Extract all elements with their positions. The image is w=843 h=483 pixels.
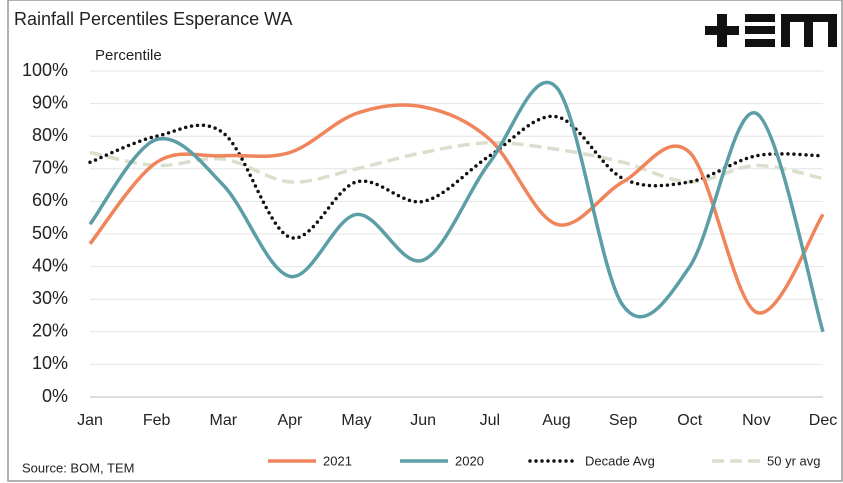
y-tick-label: 50%	[32, 223, 68, 243]
series-line	[88, 80, 825, 333]
y-tick-label: 100%	[22, 60, 68, 80]
y-tick-label: 90%	[32, 92, 68, 112]
legend-label: 2020	[455, 453, 484, 468]
y-tick-label: 70%	[32, 158, 68, 178]
series-line	[89, 140, 824, 184]
x-tick-label: May	[341, 412, 371, 429]
x-tick-label: Jun	[410, 412, 436, 429]
x-tick-label: Apr	[277, 412, 303, 429]
x-tick-label: Oct	[677, 412, 702, 429]
x-tick-label: Mar	[209, 412, 237, 429]
x-tick-label: Nov	[742, 412, 770, 429]
logo	[705, 14, 837, 47]
y-tick-label: 20%	[32, 321, 68, 341]
chart-title: Rainfall Percentiles Esperance WA	[14, 9, 292, 29]
y-tick-label: 60%	[32, 190, 68, 210]
frame	[7, 0, 843, 482]
x-tick-label: Aug	[542, 412, 570, 429]
x-tick-label: Dec	[809, 412, 837, 429]
y-tick-label: 0%	[42, 386, 68, 406]
series-line	[88, 103, 825, 315]
y-tick-label: 80%	[32, 125, 68, 145]
y-tick-label: 30%	[32, 288, 68, 308]
series-line	[88, 114, 825, 240]
y-tick-label: 10%	[32, 353, 68, 373]
x-tick-label: Jul	[480, 412, 500, 429]
x-tick-label: Jan	[77, 412, 103, 429]
y-tick-label: 40%	[32, 255, 68, 275]
legend-label: Decade Avg	[585, 453, 655, 468]
legend-label: 2021	[323, 453, 352, 468]
y-axis-label: Percentile	[95, 47, 162, 64]
source: Source: BOM, TEM	[22, 460, 134, 475]
x-tick-label: Sep	[609, 412, 638, 429]
x-tick-label: Feb	[143, 412, 171, 429]
legend-label: 50 yr avg	[767, 453, 820, 468]
